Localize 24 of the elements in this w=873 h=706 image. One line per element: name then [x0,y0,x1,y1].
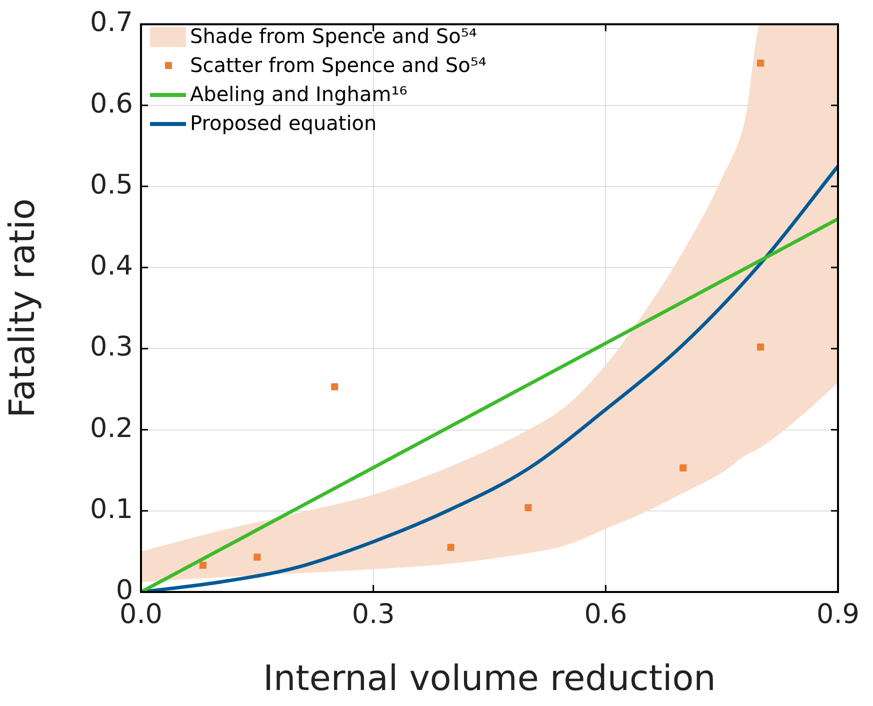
legend-label: Shade from Spence and So⁵⁴ [190,23,477,50]
legend-label: Abeling and Ingham¹⁶ [190,81,408,108]
x-axis-title: Internal volume reduction [263,659,716,700]
y-tick-label: 0.4 [90,250,133,282]
y-tick-label: 0.1 [90,494,133,525]
point [680,464,687,472]
point [199,562,206,569]
legend-label: Proposed equation [190,110,377,137]
y-axis-title: Fatality ratio [3,198,44,418]
y-tick-label: 0.7 [90,7,133,38]
y-tick-label: 0.5 [90,169,133,200]
point [524,504,532,512]
x-tick-label: 0.6 [584,599,628,630]
y-tick-label: 0.6 [90,88,133,120]
x-tick-label: 0.9 [816,599,860,630]
y-tick-label: 0.2 [90,412,133,444]
point [331,383,338,390]
point [757,344,764,351]
point [757,60,764,67]
legend-label: Scatter from Spence and So⁵⁴ [190,52,486,79]
y-tick-label: 0.3 [90,332,133,363]
point [447,544,454,551]
x-tick-label: 0.3 [352,599,395,630]
point [254,554,261,561]
